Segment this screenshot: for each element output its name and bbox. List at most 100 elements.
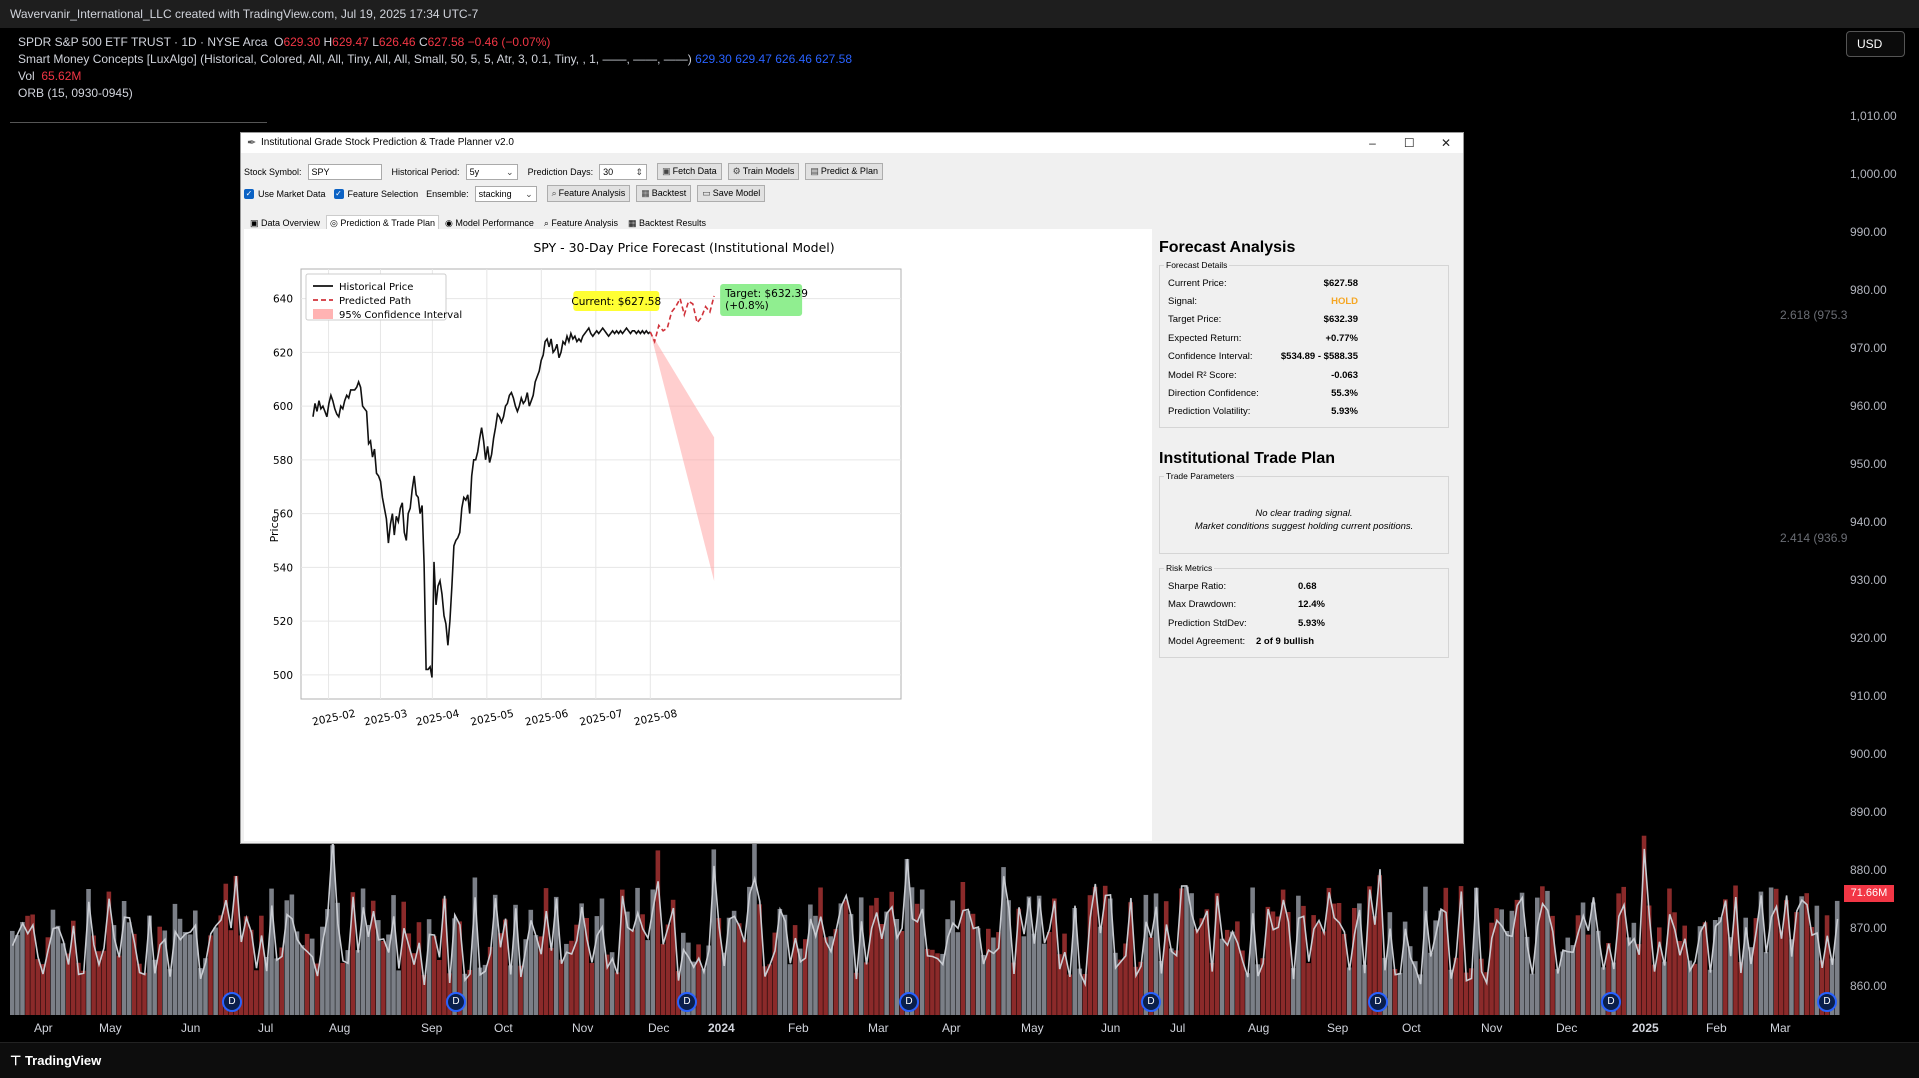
volume-bar: [1316, 923, 1321, 1015]
volume-bar: [1677, 941, 1682, 1015]
dividend-marker[interactable]: D: [1601, 992, 1621, 1012]
volume-bar: [233, 875, 239, 1015]
volume-bar: [45, 937, 51, 1015]
ohlc-low: 626.46: [378, 35, 416, 49]
forecast-chart[interactable]: SPY - 30-Day Price Forecast (Institution…: [244, 229, 1152, 841]
dividend-marker[interactable]: D: [899, 992, 919, 1012]
volume-bar: [604, 954, 610, 1015]
time-tick: Oct: [1402, 1021, 1421, 1035]
volume-bar: [960, 882, 966, 1015]
volume-bar: [1082, 974, 1088, 1015]
forecast-row: Signal: HOLD: [1168, 292, 1440, 310]
volume-bar: [518, 965, 523, 1015]
volume-bar: [1001, 867, 1006, 1015]
tab-backtest-results[interactable]: ▦ Backtest Results: [624, 215, 710, 232]
volume-bar: [40, 964, 46, 1015]
volume-bar: [203, 958, 208, 1015]
vol-label: Vol: [18, 69, 35, 83]
predict-plan-button[interactable]: ▤ Predict & Plan: [805, 163, 883, 180]
volume-bar: [797, 948, 803, 1015]
volume-bar: [91, 935, 96, 1015]
days-spinbox[interactable]: 30 ⇕: [599, 163, 648, 180]
volume-bar: [1570, 945, 1576, 1015]
volume-bar: [1702, 922, 1708, 1015]
dividend-marker[interactable]: D: [222, 992, 242, 1012]
backtest-button[interactable]: ▦ Backtest: [636, 185, 692, 202]
volume-bar: [869, 905, 874, 1015]
train-models-button[interactable]: ⚙ Train Models: [727, 163, 800, 180]
volume-bar: [930, 949, 935, 1015]
volume-bar: [1230, 931, 1235, 1015]
maximize-button[interactable]: ☐: [1403, 136, 1415, 150]
volume-bar: [116, 955, 122, 1015]
price-tick: 990.00: [1850, 225, 1887, 239]
tab-model-performance[interactable]: ◉ Model Performance: [441, 215, 538, 232]
volume-bar: [1824, 915, 1830, 1015]
price-axis[interactable]: 1,010.00 1,000.00 990.00 980.00 970.00 960.00…: [1850, 60, 1919, 1020]
volume-bar: [452, 918, 457, 1015]
volume-bar: [640, 914, 645, 1015]
volume-bar: [726, 917, 732, 1015]
volume-bar: [1011, 962, 1016, 1015]
orb-row[interactable]: ORB (15, 0930-0945): [18, 85, 852, 102]
time-tick: Feb: [788, 1021, 809, 1035]
volume-bar: [1387, 912, 1393, 1015]
volume-bar: [686, 942, 691, 1015]
close-button[interactable]: ✕: [1440, 136, 1452, 150]
time-tick: Apr: [942, 1021, 961, 1035]
indicator-row[interactable]: Smart Money Concepts [LuxAlgo] (Historic…: [18, 51, 852, 68]
price-tick: 980.00: [1850, 283, 1887, 297]
dividend-marker[interactable]: D: [1141, 992, 1161, 1012]
volume-bar: [1169, 948, 1174, 1015]
indicator-value: 627.58: [815, 52, 852, 66]
ensemble-select[interactable]: stacking ⌄: [474, 185, 537, 202]
volume-row[interactable]: Vol 65.62M: [18, 68, 852, 85]
dividend-marker[interactable]: D: [677, 992, 697, 1012]
risk-key: Max Drawdown:: [1168, 599, 1237, 611]
fetch-label: Fetch Data: [672, 166, 717, 176]
volume-bar: [365, 924, 371, 1015]
feature-analysis-button[interactable]: ⌕ Feature Analysis: [546, 185, 631, 202]
volume-bar: [625, 911, 630, 1015]
volume-bar: [223, 883, 229, 1015]
market-data-checkbox[interactable]: ✓ Use Market Data: [244, 188, 326, 199]
feature-selection-checkbox[interactable]: ✓ Feature Selection: [333, 188, 418, 199]
volume-bar: [482, 964, 488, 1015]
volume-bar: [1626, 937, 1632, 1015]
tv-logo-text: TradingView: [24, 1053, 102, 1068]
symbol-row[interactable]: SPDR S&P 500 ETF TRUST · 1D · NYSE Arca …: [18, 34, 852, 51]
price-tick: 1,010.00: [1850, 109, 1897, 123]
volume-bar: [792, 925, 798, 1015]
save-model-button[interactable]: ▭ Save Model: [697, 185, 766, 202]
spinner-icon[interactable]: ⇕: [635, 166, 644, 177]
currency-button[interactable]: USD: [1846, 31, 1905, 57]
period-select[interactable]: 5y ⌄: [465, 163, 518, 180]
dividend-marker[interactable]: D: [446, 992, 466, 1012]
symbol-input[interactable]: [307, 163, 382, 180]
fetch-data-button[interactable]: ▣ Fetch Data: [657, 163, 722, 180]
dividend-marker[interactable]: D: [1817, 992, 1837, 1012]
volume-bar: [264, 957, 269, 1015]
tab-data-overview[interactable]: ▣ Data Overview: [246, 215, 324, 232]
volume-bar: [848, 914, 854, 1015]
volume-bar: [1062, 933, 1067, 1015]
tab-prediction-trade-plan[interactable]: ◎ Prediction & Trade Plan: [326, 215, 439, 232]
volume-bar: [1631, 922, 1637, 1015]
volume-bar: [279, 947, 284, 1015]
forecast-plot-panel: SPY - 30-Day Price Forecast (Institution…: [244, 229, 1152, 841]
forecast-key: Model R² Score:: [1168, 369, 1237, 381]
forecast-key: Confidence Interval:: [1168, 351, 1253, 363]
volume-bar: [1575, 915, 1581, 1015]
legend-label: Predicted Path: [339, 296, 411, 307]
volume-bar: [614, 972, 620, 1015]
tradingview-logo[interactable]: ⊤ TradingView: [10, 1053, 101, 1069]
minimize-button[interactable]: –: [1369, 136, 1376, 150]
dividend-marker[interactable]: D: [1368, 992, 1388, 1012]
volume-bar: [360, 888, 366, 1015]
volume-bar: [96, 951, 101, 1015]
window-titlebar[interactable]: ✒ Institutional Grade Stock Prediction &…: [241, 133, 1463, 153]
volume-bar: [528, 909, 534, 1015]
volume-bar: [630, 929, 635, 1015]
tab-feature-analysis[interactable]: ⌕ Feature Analysis: [540, 215, 622, 232]
time-axis[interactable]: Apr May Jun Jul Aug Sep Oct Nov Dec 2024 Feb Mar Apr…: [0, 1018, 1850, 1038]
